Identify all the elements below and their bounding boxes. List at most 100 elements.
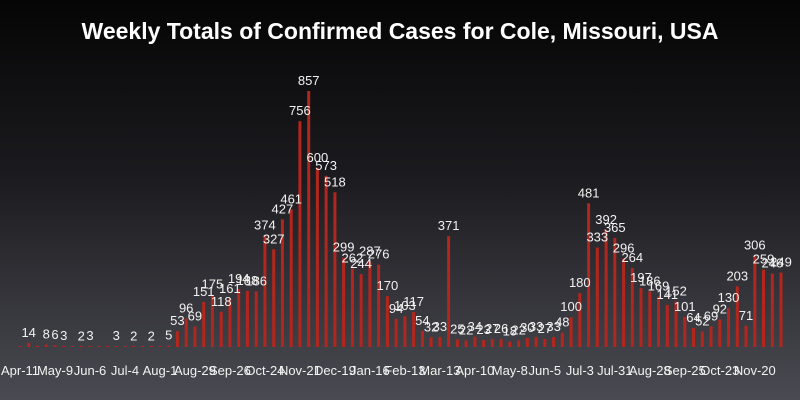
bar — [106, 346, 109, 347]
x-tick-label: Nov-20 — [734, 363, 776, 378]
bar-value-label: 857 — [298, 73, 320, 88]
bar-value-label: 299 — [333, 240, 355, 255]
bar — [595, 247, 599, 347]
x-tick-label: Aug-29 — [174, 363, 216, 378]
bar — [307, 91, 311, 347]
bar-value-label: 18 — [503, 324, 517, 339]
x-tick-label: Jul-3 — [566, 363, 594, 378]
bar — [578, 293, 582, 347]
bar-value-label: 23 — [476, 322, 490, 337]
bar-value-label: 264 — [621, 250, 643, 265]
bar-value-label: 186 — [639, 273, 661, 288]
bar — [219, 311, 223, 347]
bar-value-label: 100 — [560, 299, 582, 314]
bar-value-label: 180 — [569, 275, 591, 290]
bar — [272, 249, 276, 347]
bar — [779, 272, 783, 347]
x-tick-label: Oct-24 — [245, 363, 284, 378]
bar-value-label: 52 — [695, 314, 709, 329]
bar — [517, 340, 521, 347]
bar — [333, 192, 337, 347]
bar — [552, 337, 556, 347]
bar-value-label: 259 — [753, 252, 775, 267]
bar — [403, 316, 407, 347]
bar — [44, 344, 48, 347]
bar — [770, 273, 774, 347]
bar — [53, 345, 57, 347]
bar — [175, 331, 179, 347]
bar — [158, 346, 162, 347]
bar — [237, 289, 241, 347]
x-tick-label: Dec-19 — [314, 363, 356, 378]
bar-value-label: 22 — [459, 322, 473, 337]
bar — [359, 274, 363, 347]
bar-value-label: 94 — [389, 301, 403, 316]
bar-value-label: 306 — [744, 238, 766, 253]
x-tick-label: Feb-13 — [384, 363, 425, 378]
bar — [71, 346, 74, 347]
bar-value-label: 32 — [424, 319, 438, 334]
bar-value-label: 188 — [237, 273, 259, 288]
bar-value-label: 371 — [438, 218, 460, 233]
x-tick-label: May-9 — [37, 363, 73, 378]
bar-value-label: 3 — [113, 328, 120, 343]
bar — [18, 346, 22, 347]
bar — [657, 296, 660, 347]
bar — [228, 298, 232, 347]
bar-value-label: 3 — [60, 328, 67, 343]
bar — [525, 338, 529, 347]
bar-value-label: 2 — [148, 328, 155, 343]
bar — [560, 332, 564, 347]
bar — [263, 235, 267, 347]
x-tick-label: Jun-5 — [529, 363, 562, 378]
bar-value-label: 203 — [726, 268, 748, 283]
bar-value-label: 69 — [704, 308, 718, 323]
bar-value-label: 333 — [586, 230, 608, 245]
bar-value-label: 3 — [86, 328, 93, 343]
bar — [412, 312, 416, 347]
bar-value-label: 26 — [494, 321, 508, 336]
bar — [622, 258, 626, 347]
bar-value-label: 117 — [403, 294, 424, 309]
bar-value-label: 69 — [188, 308, 202, 323]
bar — [324, 175, 328, 347]
bar-value-label: 186 — [245, 273, 267, 288]
x-tick-label: Apr-11 — [1, 363, 39, 378]
x-tick-label: May-8 — [492, 363, 528, 378]
bar — [289, 209, 293, 347]
bar-value-label: 249 — [770, 255, 792, 270]
bar — [473, 336, 477, 347]
bar-value-label: 374 — [254, 217, 276, 232]
bar-value-label: 33 — [546, 319, 560, 334]
bar — [350, 268, 354, 347]
bar — [543, 338, 547, 347]
bar-value-label: 161 — [219, 281, 241, 296]
bar — [342, 257, 346, 347]
bar — [394, 318, 398, 347]
bar — [184, 318, 188, 347]
bar-value-label: 287 — [359, 243, 381, 258]
bar-value-label: 2 — [130, 328, 137, 343]
bar-value-label: 296 — [613, 241, 635, 256]
bar — [420, 330, 424, 347]
bar-value-label: 197 — [630, 270, 652, 285]
bar — [534, 337, 538, 347]
bar-value-label: 8 — [43, 327, 50, 342]
bar — [508, 341, 512, 347]
bar-value-label: 141 — [656, 287, 678, 302]
x-tick-label: Sep-25 — [664, 363, 706, 378]
bar — [683, 316, 687, 347]
bar-value-label: 48 — [555, 315, 569, 330]
bar-value-label: 175 — [202, 277, 224, 292]
x-tick-label: Apr-10 — [455, 363, 494, 378]
bar — [88, 346, 92, 347]
bar-value-label: 33 — [529, 319, 543, 334]
bar — [490, 338, 494, 347]
bar-value-label: 262 — [342, 251, 364, 266]
bar-value-label: 22 — [511, 322, 525, 337]
bar — [97, 346, 101, 347]
bar — [709, 326, 713, 347]
x-tick-label: Aug-28 — [629, 363, 671, 378]
bar — [62, 346, 66, 347]
